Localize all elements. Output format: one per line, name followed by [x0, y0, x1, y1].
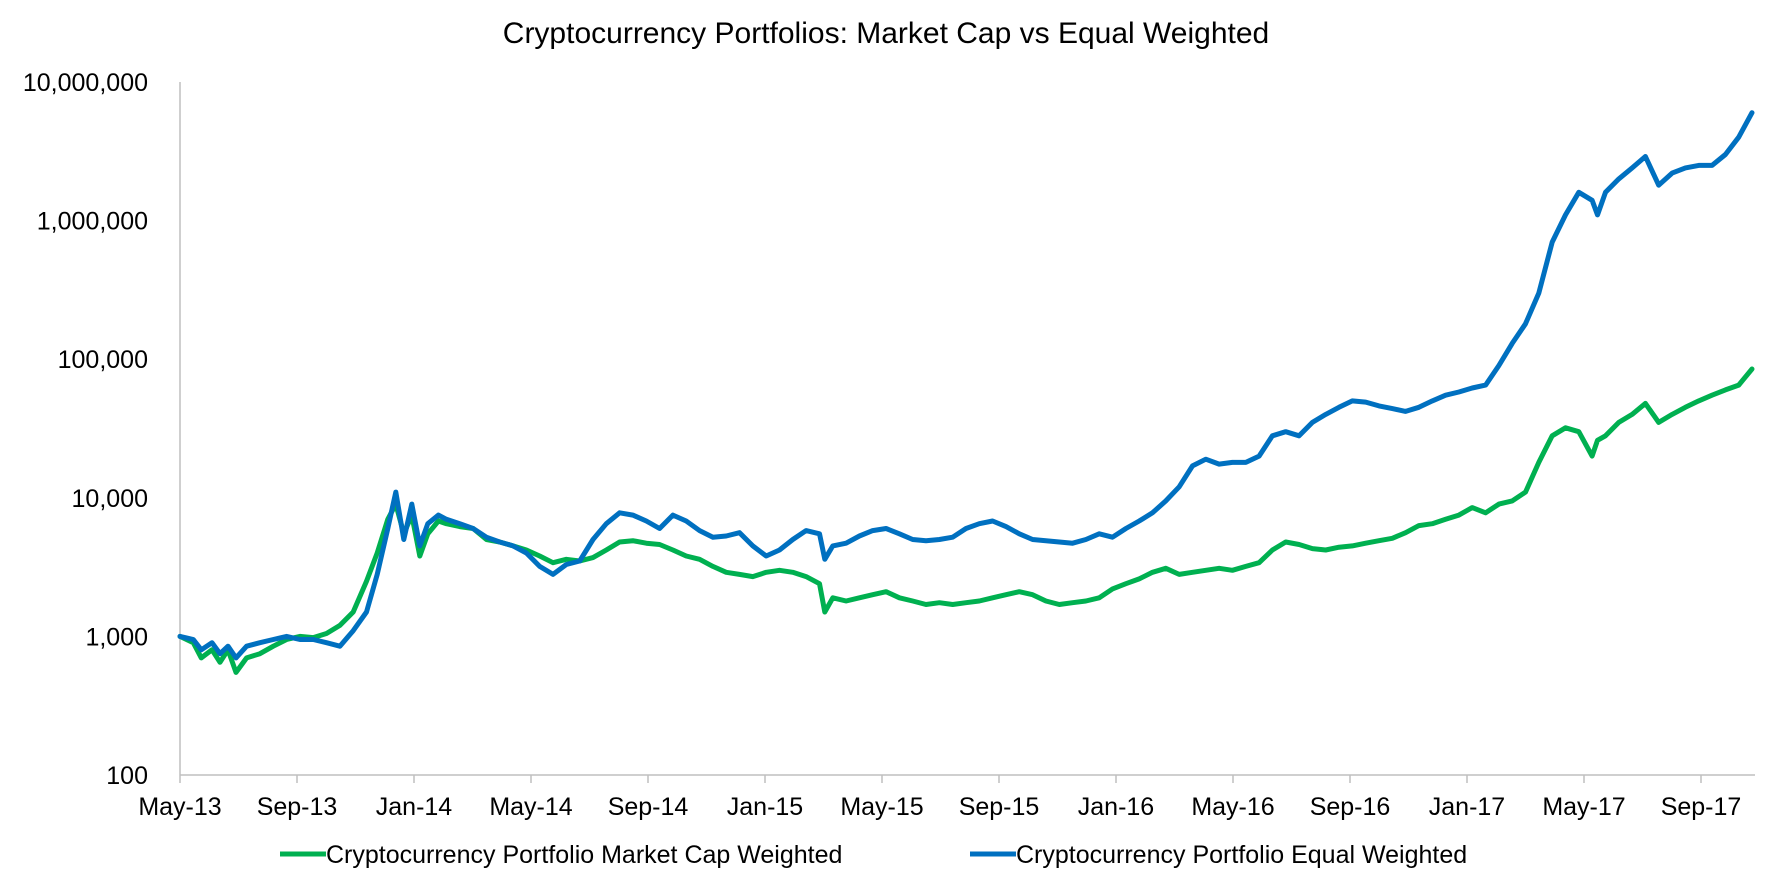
y-axis-ticks: 100 1,000 10,000 100,000 1,000,000 10,000,000 [23, 69, 148, 790]
y-tick-label: 10,000,000 [23, 69, 148, 97]
legend-label: Cryptocurrency Portfolio Market Cap Weig… [326, 841, 842, 869]
legend: Cryptocurrency Portfolio Market Cap Weig… [280, 841, 1467, 869]
x-tick-label: Sep-13 [257, 793, 338, 821]
x-tick-label: May-16 [1191, 793, 1274, 821]
y-tick-label: 100,000 [58, 346, 148, 374]
x-tick-label: May-14 [489, 793, 572, 821]
series-line-equal-weighted [177, 110, 1755, 661]
x-tick-label: Jan-16 [1078, 793, 1154, 821]
x-tick-label: May-15 [840, 793, 923, 821]
series-layer [177, 110, 1755, 675]
x-tick-label: Sep-17 [1661, 793, 1742, 821]
x-tick-label: May-17 [1542, 793, 1625, 821]
legend-item-market-cap-weighted: Cryptocurrency Portfolio Market Cap Weig… [280, 841, 842, 869]
y-tick-label: 1,000 [85, 623, 148, 651]
legend-label: Cryptocurrency Portfolio Equal Weighted [1016, 841, 1467, 869]
x-tick-label: Jan-17 [1429, 793, 1505, 821]
x-tick-label: Sep-15 [959, 793, 1040, 821]
x-tick-label: Jan-14 [376, 793, 453, 821]
x-axis-ticks: May-13 Sep-13 Jan-14 May-14 Sep-14 Jan-15 May-… [138, 775, 1741, 821]
x-tick-label: Jan-15 [727, 793, 803, 821]
legend-item-equal-weighted: Cryptocurrency Portfolio Equal Weighted [970, 841, 1467, 869]
x-tick-label: Sep-14 [608, 793, 689, 821]
x-tick-label: Sep-16 [1310, 793, 1391, 821]
y-tick-label: 100 [106, 762, 148, 790]
y-tick-label: 1,000,000 [37, 208, 148, 236]
x-tick-label: May-13 [138, 793, 221, 821]
y-tick-label: 10,000 [72, 485, 148, 513]
chart-title: Cryptocurrency Portfolios: Market Cap vs… [503, 17, 1269, 50]
